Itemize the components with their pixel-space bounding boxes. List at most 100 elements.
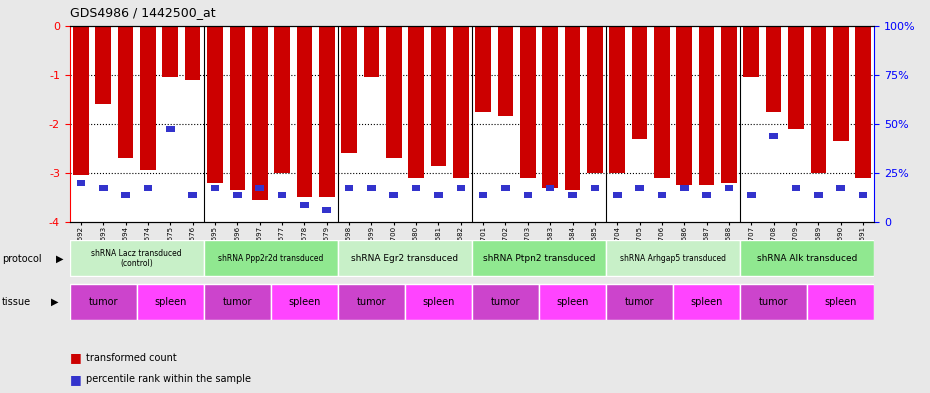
Text: protocol: protocol bbox=[2, 253, 42, 264]
Text: ■: ■ bbox=[70, 373, 82, 386]
Bar bbox=[814, 192, 823, 198]
Bar bbox=[568, 192, 577, 198]
Text: spleen: spleen bbox=[422, 297, 455, 307]
Bar bbox=[118, 26, 133, 158]
FancyBboxPatch shape bbox=[204, 284, 271, 320]
Bar bbox=[479, 192, 487, 198]
Bar bbox=[587, 26, 603, 173]
Text: tumor: tumor bbox=[491, 297, 520, 307]
Bar bbox=[185, 26, 201, 79]
Text: spleen: spleen bbox=[154, 297, 187, 307]
Bar bbox=[297, 26, 312, 197]
FancyBboxPatch shape bbox=[807, 284, 874, 320]
Bar bbox=[367, 185, 376, 191]
Bar bbox=[207, 26, 223, 183]
Bar bbox=[341, 26, 357, 153]
Text: tumor: tumor bbox=[222, 297, 252, 307]
Bar bbox=[163, 26, 179, 77]
Bar bbox=[475, 26, 491, 112]
Bar bbox=[520, 26, 536, 178]
FancyBboxPatch shape bbox=[204, 241, 338, 276]
Bar bbox=[233, 192, 242, 198]
Bar bbox=[412, 185, 420, 191]
Text: ▶: ▶ bbox=[51, 297, 59, 307]
Bar bbox=[76, 180, 86, 185]
Bar bbox=[140, 26, 156, 171]
Bar bbox=[319, 26, 335, 197]
FancyBboxPatch shape bbox=[472, 284, 539, 320]
Bar bbox=[73, 26, 88, 175]
Text: percentile rank within the sample: percentile rank within the sample bbox=[86, 374, 251, 384]
Bar bbox=[121, 192, 130, 198]
Text: tissue: tissue bbox=[2, 297, 31, 307]
Text: ▶: ▶ bbox=[56, 253, 63, 264]
Bar bbox=[96, 26, 111, 104]
Bar bbox=[408, 26, 424, 178]
Bar bbox=[256, 185, 264, 191]
Bar bbox=[609, 26, 625, 173]
FancyBboxPatch shape bbox=[539, 284, 606, 320]
Bar bbox=[765, 26, 781, 112]
FancyBboxPatch shape bbox=[338, 241, 472, 276]
Bar bbox=[676, 26, 692, 185]
Bar bbox=[278, 192, 286, 198]
FancyBboxPatch shape bbox=[606, 284, 673, 320]
Bar bbox=[769, 133, 778, 139]
Text: spleen: spleen bbox=[690, 297, 723, 307]
Text: tumor: tumor bbox=[759, 297, 789, 307]
FancyBboxPatch shape bbox=[606, 241, 740, 276]
Text: shRNA Ppp2r2d transduced: shRNA Ppp2r2d transduced bbox=[219, 254, 324, 263]
Bar bbox=[230, 26, 246, 190]
Bar bbox=[635, 185, 644, 191]
Text: spleen: spleen bbox=[825, 297, 857, 307]
Bar bbox=[698, 26, 714, 185]
Bar bbox=[252, 26, 268, 200]
FancyBboxPatch shape bbox=[70, 284, 137, 320]
FancyBboxPatch shape bbox=[472, 241, 606, 276]
Bar bbox=[434, 192, 443, 198]
Bar bbox=[345, 185, 353, 191]
Text: tumor: tumor bbox=[88, 297, 118, 307]
FancyBboxPatch shape bbox=[137, 284, 204, 320]
Bar bbox=[788, 26, 804, 129]
Bar bbox=[591, 185, 599, 191]
Bar bbox=[743, 26, 759, 77]
Bar bbox=[501, 185, 510, 191]
Text: ■: ■ bbox=[70, 351, 82, 364]
Bar bbox=[386, 26, 402, 158]
Bar bbox=[274, 26, 290, 173]
Bar bbox=[631, 26, 647, 138]
Bar bbox=[453, 26, 469, 178]
FancyBboxPatch shape bbox=[405, 284, 472, 320]
Text: spleen: spleen bbox=[556, 297, 589, 307]
Bar bbox=[702, 192, 711, 198]
Bar bbox=[613, 192, 621, 198]
Text: shRNA Lacz transduced
(control): shRNA Lacz transduced (control) bbox=[91, 249, 182, 268]
Bar bbox=[211, 185, 219, 191]
Bar bbox=[99, 185, 108, 191]
Text: shRNA Ptpn2 transduced: shRNA Ptpn2 transduced bbox=[483, 254, 595, 263]
Bar bbox=[498, 26, 513, 116]
Bar bbox=[565, 26, 580, 190]
Bar bbox=[457, 185, 465, 191]
Bar bbox=[858, 192, 868, 198]
Text: transformed count: transformed count bbox=[86, 353, 178, 363]
Bar bbox=[300, 202, 309, 208]
Text: tumor: tumor bbox=[625, 297, 655, 307]
Bar bbox=[811, 26, 826, 173]
Bar bbox=[390, 192, 398, 198]
Bar bbox=[833, 26, 848, 141]
Bar bbox=[364, 26, 379, 77]
FancyBboxPatch shape bbox=[740, 284, 807, 320]
FancyBboxPatch shape bbox=[338, 284, 405, 320]
Bar bbox=[524, 192, 532, 198]
Bar bbox=[431, 26, 446, 165]
Text: shRNA Egr2 transduced: shRNA Egr2 transduced bbox=[352, 254, 458, 263]
Bar bbox=[143, 185, 153, 191]
Bar bbox=[658, 192, 666, 198]
Bar bbox=[856, 26, 870, 178]
Text: GDS4986 / 1442500_at: GDS4986 / 1442500_at bbox=[70, 6, 216, 19]
Bar bbox=[654, 26, 670, 178]
FancyBboxPatch shape bbox=[673, 284, 740, 320]
FancyBboxPatch shape bbox=[271, 284, 338, 320]
